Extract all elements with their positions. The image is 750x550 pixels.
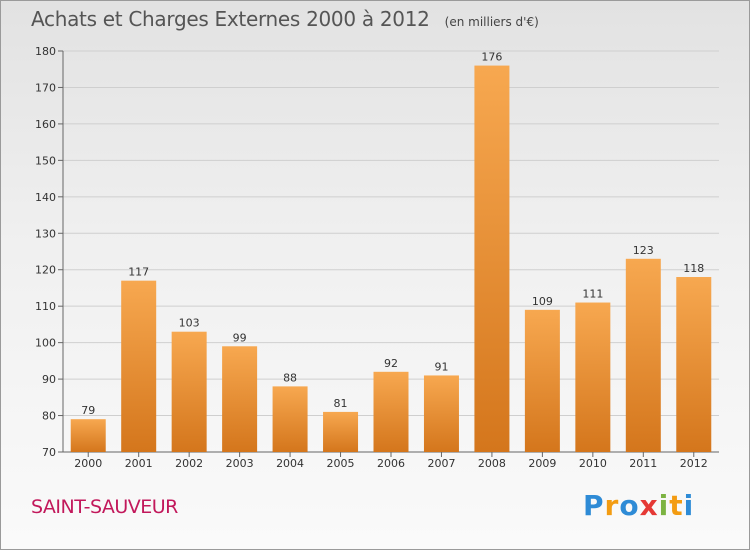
bar-2007 <box>423 375 459 452</box>
place-name: SAINT-SAUVEUR <box>31 496 178 518</box>
bar-2006 <box>373 371 409 452</box>
value-label-2008: 176 <box>481 51 502 64</box>
y-tick-label: 90 <box>42 373 56 386</box>
x-tick-label-2005: 2005 <box>327 457 355 470</box>
value-label-2003: 99 <box>233 331 247 344</box>
proxiti-logo: Proxiti <box>583 489 694 522</box>
bar-2001 <box>121 280 157 452</box>
x-tick-label-2012: 2012 <box>680 457 708 470</box>
chart-unit: (en milliers d'€) <box>444 15 539 29</box>
x-tick-label-2007: 2007 <box>427 457 455 470</box>
x-tick-label-2000: 2000 <box>74 457 102 470</box>
logo-letter: i <box>683 489 695 522</box>
bar-2010 <box>575 302 611 452</box>
bar-2008 <box>474 65 510 452</box>
bar-2009 <box>524 309 560 452</box>
logo-letter: x <box>639 489 659 522</box>
logo-letter: o <box>619 489 640 522</box>
y-tick-label: 80 <box>42 410 56 423</box>
value-label-2002: 103 <box>179 317 200 330</box>
value-label-2011: 123 <box>633 244 654 257</box>
value-label-2001: 117 <box>128 266 149 279</box>
y-tick-label: 130 <box>35 227 56 240</box>
bar-2012 <box>676 277 712 452</box>
logo-letter: t <box>669 489 684 522</box>
x-tick-label-2003: 2003 <box>226 457 254 470</box>
bar-2000 <box>70 419 106 452</box>
bar-2004 <box>272 386 308 452</box>
y-tick-label: 180 <box>35 45 56 58</box>
logo-letter: r <box>604 489 620 522</box>
y-tick-label: 120 <box>35 264 56 277</box>
bar-layer <box>70 65 712 452</box>
x-tick-label-2006: 2006 <box>377 457 405 470</box>
y-tick-label: 160 <box>35 118 56 131</box>
bar-2003 <box>222 346 258 452</box>
bar-2011 <box>625 258 661 452</box>
title-row: Achats et Charges Externes 2000 à 2012 (… <box>31 7 539 31</box>
x-tick-label-2002: 2002 <box>175 457 203 470</box>
value-label-2012: 118 <box>683 262 704 275</box>
value-label-2000: 79 <box>81 404 95 417</box>
value-label-2006: 92 <box>384 357 398 370</box>
y-tick-label: 140 <box>35 191 56 204</box>
x-tick-label-2004: 2004 <box>276 457 304 470</box>
value-label-2009: 109 <box>532 295 553 308</box>
logo-letter: i <box>658 489 670 522</box>
value-label-2010: 111 <box>582 288 603 301</box>
x-tick-label-2009: 2009 <box>528 457 556 470</box>
y-tick-label: 100 <box>35 337 56 350</box>
logo-letter: P <box>583 489 605 522</box>
x-tick-label-2001: 2001 <box>125 457 153 470</box>
y-tick-label: 170 <box>35 81 56 94</box>
bar-2002 <box>171 331 207 452</box>
value-label-2007: 91 <box>434 360 448 373</box>
y-tick-label: 150 <box>35 154 56 167</box>
x-tick-label-2011: 2011 <box>629 457 657 470</box>
x-tick-label-2010: 2010 <box>579 457 607 470</box>
value-label-2004: 88 <box>283 371 297 384</box>
bar-2005 <box>323 411 359 452</box>
value-label-2005: 81 <box>334 397 348 410</box>
y-tick-label: 70 <box>42 446 56 459</box>
chart-title: Achats et Charges Externes 2000 à 2012 <box>31 7 430 31</box>
y-tick-label: 110 <box>35 300 56 313</box>
label-layer: 79 2000 117 2001 103 2002 99 2003 88 2004 81 2005 92… <box>74 51 708 470</box>
x-tick-label-2008: 2008 <box>478 457 506 470</box>
